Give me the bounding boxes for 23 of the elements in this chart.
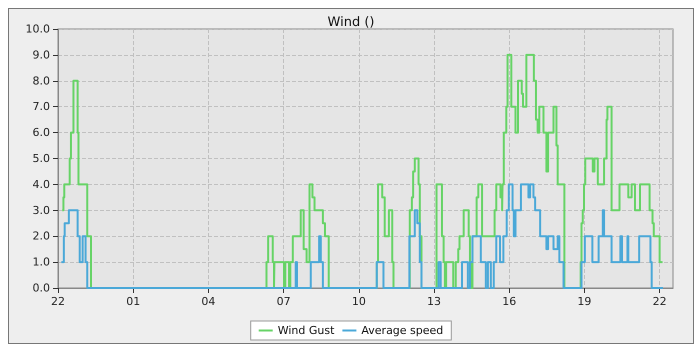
x-tick-label: 22 [51, 295, 65, 308]
x-tick-label: 16 [502, 295, 516, 308]
y-tick-label: 1.0 [32, 256, 50, 269]
x-tick-label: 19 [577, 295, 592, 308]
x-tick-label: 10 [352, 295, 366, 308]
y-tick-label: 9.0 [32, 48, 50, 62]
y-tick-label: 6.0 [32, 126, 50, 140]
y-tick-label: 0.0 [32, 282, 50, 294]
x-tick-label: 07 [276, 295, 291, 308]
x-tick-label: 01 [126, 295, 140, 308]
x-tick-label: 04 [201, 295, 216, 308]
y-tick-label: 5.0 [32, 152, 50, 165]
y-tick-label: 7.0 [32, 100, 50, 114]
x-tick-label: 13 [427, 295, 442, 308]
y-tick-label: 2.0 [32, 230, 50, 243]
chart-title: Wind () [328, 15, 374, 30]
legend-label: Wind Gust [278, 324, 336, 337]
y-tick-label: 4.0 [32, 178, 50, 191]
y-tick-label: 3.0 [32, 204, 50, 217]
y-tick-label: 8.0 [32, 74, 50, 88]
y-tick-label: 10.0 [26, 22, 50, 36]
legend-label: Average speed [361, 324, 444, 337]
x-tick-label: 22 [652, 295, 667, 308]
